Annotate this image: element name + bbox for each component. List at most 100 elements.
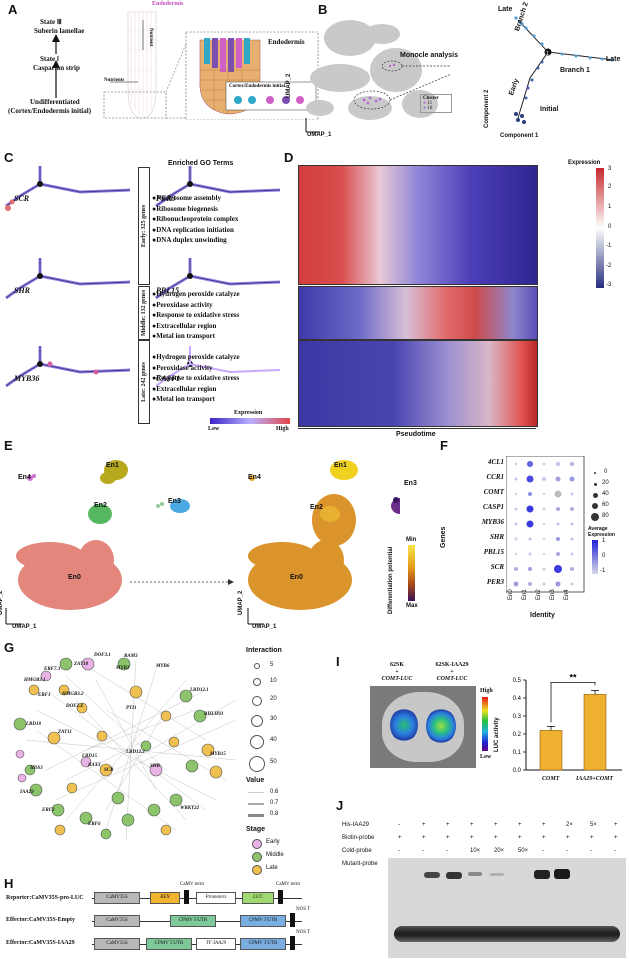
umap2-label-e-right: UMAP_2 [238,590,244,615]
interaction-10: 10 [270,678,277,684]
scale-neg3: -3 [606,282,612,288]
stage-legend-title: Stage [246,826,266,833]
emsa-cell: + [590,835,594,841]
endodermis-box-label: Endodermis [268,38,305,46]
network-graph [13,657,237,841]
cluster-en2-right: En2 [310,504,323,511]
emsa-gel [388,858,626,958]
expression-colorbar [596,168,604,288]
h-row2-camv35s: CaMV35S [94,915,140,927]
nutrients-label: Nutrients [104,78,125,83]
interaction-legend-title: Interaction [246,647,282,654]
panel-label-c: C [4,150,14,165]
node-myb6: MYB6 [156,664,170,669]
expression-gradient [210,418,290,424]
gene-label-scr: SCR [14,194,30,203]
lum-high: High [480,688,493,694]
panel-label-g: G [4,640,15,655]
stage-middle-legend: Middle [266,852,284,858]
emsa-row-label: Biotin-probe [342,835,375,841]
umap1-label-b: UMAP_1 [307,132,332,138]
endodermis-top-label: Endodermis [152,1,184,7]
stage-middle: Middle: 132 genes [138,286,150,340]
interaction-40: 40 [270,737,277,743]
f-gene-8: PER3 [486,578,504,586]
stage-late: Late: 242 genes [138,340,150,424]
umap1-label-e-left: UMAP_1 [12,624,37,630]
interaction-5: 5 [270,662,274,668]
node-lbd18: LBD18 [26,722,41,727]
size-60: 60 [602,502,609,508]
node-lbd121: LBD12.1 [190,688,209,693]
lum-low: Low [480,754,492,760]
emsa-cell: + [446,835,450,841]
node-erf6: ERF6 [88,822,101,827]
scale-3: 3 [608,166,612,172]
cluster-en4-left: En4 [18,474,31,481]
size-0: 0 [604,469,608,475]
node-erf2: ERF2 [42,808,55,813]
h-row1-luc: LUC [242,892,274,904]
go-title: Enriched GO Terms [168,160,234,167]
emsa-cell: 10× [470,848,481,854]
emsa-cell: + [470,835,474,841]
emsa-cell: + [446,822,450,828]
late-right-label: Late [606,56,621,63]
f-gene-1: CCR1 [486,473,504,481]
avg-expression-title: Average Expression [588,526,615,538]
undiff-sub: (Cortex/Endodermis initial) [8,107,92,115]
luc-bar-chart: 0.5 0.4 0.3 0.2 0.1 0.0 ** [513,672,622,774]
h-row3-cpmv3: CPMV 3'UTR [240,938,286,950]
h-row3-tf: TF:IAA29 [196,938,236,950]
emsa-cell: + [542,822,546,828]
emsa-cell: - [614,848,616,854]
lum-colorbar [482,697,488,751]
emsa-cell: - [542,848,544,854]
stage-late-legend: Late [266,865,278,871]
emsa-cell: + [518,835,522,841]
dotplot-grid [506,456,585,593]
avg-1: 1 [602,538,606,544]
node-erf73: ERF7.3 [44,667,61,672]
gene-label-myb36: MYB36 [14,374,40,383]
node-dof24: DOF2.4 [66,704,83,709]
cluster-en0-left: En0 [68,574,81,581]
h-row1-promoters: Promoters [196,892,236,904]
state2-label: State Ⅰ [40,55,59,63]
node-ptl1: PTI1 [126,706,137,711]
significance-label: ** [569,672,577,682]
emsa-cell: + [422,822,426,828]
h-row2-term-block [290,913,295,927]
node-zat11: ZAT11 [58,730,72,735]
panel-label-j: J [336,798,344,813]
cei-box-label: Cortex/Endodermis initial [229,84,285,89]
h-row1-camvterm1: CaMV term [180,882,204,887]
initial-label: Initial [540,106,559,113]
bar-COMT [539,730,563,771]
cluster-en3-right: En3 [404,480,417,487]
node-bhlh93: BHLH93 [204,712,224,717]
h-row3-nos: NOS T [296,930,311,935]
trajectory-plot: 1 [514,16,615,124]
cluster-en0-right: En0 [290,574,303,581]
node-myb2: MYB2 [116,666,130,671]
leaf-right-label: 62SK-IAA29 + COMT-LUC [435,662,469,682]
monocle-label: Monocle analysis [400,52,458,59]
dp-title: Differentiation potential [388,546,394,614]
h-row2-cpmv5: CPMV 5'UTR [170,915,216,927]
root-illustration [103,11,319,120]
node-wrky22: WRKY22 [180,806,200,811]
emsa-cell: 50× [518,848,529,854]
h-row1-term-block2 [278,890,283,904]
emsa-cell: - [422,848,424,854]
node-shr: SHR [150,764,161,769]
node-lbd15: LBD15 [82,754,97,759]
emsa-cell: + [398,835,402,841]
emsa-cell: + [494,822,498,828]
f-ident-3: En3 [550,589,556,600]
panel-label-i: I [336,654,340,669]
f-gene-0: 4CL1 [488,458,504,466]
y-tick-label: 0.2 [513,732,522,738]
panel-label-b: B [318,2,328,17]
emsa-cell: + [422,835,426,841]
